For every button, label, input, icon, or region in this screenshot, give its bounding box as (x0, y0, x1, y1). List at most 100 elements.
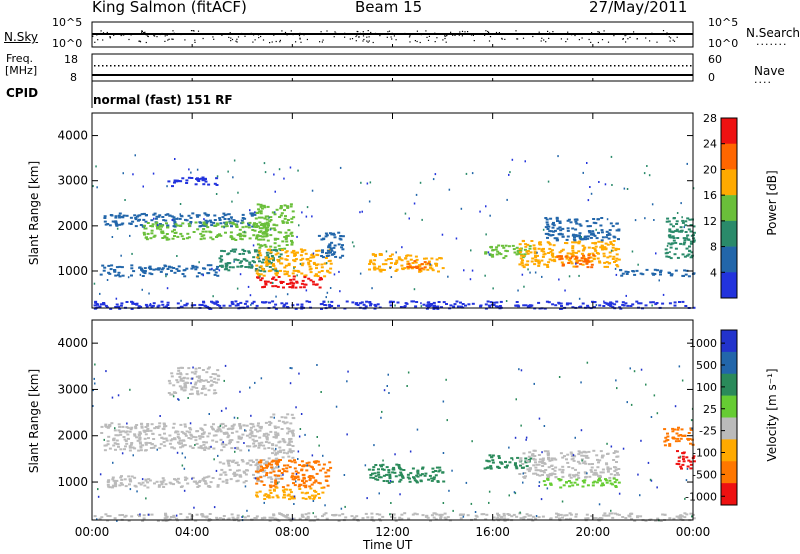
velocity-heatmap-cell (219, 473, 223, 476)
power-heatmap-cell (561, 235, 565, 238)
nave-point (458, 65, 460, 67)
velocity-heatmap-cell (156, 519, 160, 522)
velocity-heatmap-cell (236, 464, 240, 467)
velocity-heatmap-cell (605, 462, 608, 465)
power-heatmap-cell (548, 243, 552, 246)
velocity-speckle (191, 377, 193, 380)
power-heatmap-cell (439, 257, 443, 260)
velocity-heatmap-cell (386, 480, 389, 483)
power-heatmap-cell (332, 233, 336, 236)
power-heatmap-cell (504, 244, 508, 247)
velocity-heatmap-cell (321, 491, 325, 494)
power-heatmap-cell (547, 301, 551, 304)
x-axis-label: Time UT (363, 538, 413, 552)
power-heatmap-cell (263, 223, 267, 226)
power-heatmap-cell (427, 262, 431, 265)
power-heatmap-cell (374, 255, 377, 258)
power-heatmap-cell (160, 225, 163, 228)
velocity-heatmap-cell (542, 480, 546, 483)
power-heatmap-cell (320, 255, 324, 257)
velocity-speckle (525, 436, 528, 439)
power-heatmap-cell (322, 237, 326, 240)
velocity-heatmap-cell (114, 485, 118, 488)
velocity-heatmap-cell (301, 497, 305, 500)
velocity-speckle (222, 441, 224, 444)
velocity-speckle (192, 366, 194, 369)
power-speckle (92, 185, 94, 188)
nsearch-point (458, 34, 460, 36)
velocity-heatmap-cell (148, 442, 152, 444)
velocity-heatmap-cell (164, 520, 168, 522)
power-heatmap-cell (130, 308, 134, 310)
nsearch-point (143, 32, 145, 34)
power-heatmap-cell (484, 307, 488, 310)
power-speckle (231, 200, 233, 203)
power-heatmap-cell (518, 251, 522, 254)
power-heatmap-cell (111, 220, 115, 223)
velocity-heatmap-cell (113, 517, 117, 520)
velocity-heatmap-cell (264, 441, 268, 443)
velocity-heatmap-cell (200, 392, 204, 395)
nave-point (154, 65, 156, 67)
power-heatmap-cell (118, 265, 122, 268)
velocity-heatmap-cell (430, 477, 434, 480)
nave-point (442, 65, 444, 67)
nsearch-point (168, 38, 170, 40)
power-heatmap-cell (117, 274, 120, 277)
velocity-heatmap-cell (269, 430, 273, 433)
velocity-heatmap-cell (120, 475, 123, 478)
nsearch-point (322, 39, 324, 41)
power-heatmap-cell (528, 245, 532, 248)
velocity-heatmap-cell (489, 465, 493, 468)
nsearch-point (366, 36, 368, 38)
power-heatmap-cell (461, 303, 465, 305)
velocity-heatmap-cell (689, 460, 693, 463)
power-heatmap-cell (539, 243, 543, 246)
velocity-heatmap-cell (231, 427, 235, 430)
velocity-heatmap-cell (150, 443, 154, 446)
power-heatmap-cell (488, 306, 492, 309)
velocity-heatmap-cell (593, 469, 597, 472)
nave-point (310, 65, 312, 67)
velocity-heatmap-cell (185, 477, 189, 480)
velocity-heatmap-cell (419, 474, 423, 477)
velocity-speckle (399, 493, 401, 496)
velocity-speckle (514, 492, 517, 495)
nave-point (178, 65, 180, 67)
power-heatmap-cell (325, 234, 329, 237)
velocity-heatmap-cell (238, 424, 242, 427)
power-heatmap-cell (487, 304, 491, 307)
nsearch-point (574, 34, 576, 37)
velocity-heatmap-cell (388, 474, 392, 477)
velocity-heatmap-cell (554, 516, 558, 519)
velocity-heatmap-cell (578, 462, 582, 465)
power-heatmap-cell (594, 249, 598, 252)
power-heatmap-cell (193, 304, 197, 307)
velocity-heatmap-cell (541, 462, 545, 465)
velocity-heatmap-cell (534, 466, 538, 469)
power-heatmap-cell (653, 268, 657, 271)
velocity-heatmap-cell (276, 434, 280, 437)
power-heatmap-cell (254, 217, 258, 220)
velocity-heatmap-cell (680, 467, 683, 470)
velocity-heatmap-cell (215, 516, 219, 519)
power-heatmap-cell (592, 254, 596, 257)
velocity-heatmap-cell (680, 428, 684, 431)
velocity-heatmap-cell (196, 390, 200, 393)
velocity-heatmap-cell (288, 448, 292, 451)
velocity-heatmap-cell (296, 471, 300, 474)
power-speckle (578, 297, 581, 300)
power-heatmap-cell (293, 254, 297, 257)
power-heatmap-cell (617, 229, 621, 232)
power-heatmap-cell (251, 260, 255, 263)
velocity-heatmap-cell (459, 517, 463, 520)
power-heatmap-cell (307, 277, 311, 280)
power-heatmap-cell (315, 249, 319, 252)
velocity-heatmap-cell (679, 434, 683, 436)
velocity-heatmap-cell (256, 468, 260, 471)
velocity-heatmap-cell (163, 432, 166, 435)
power-ytick-label: 3000 (57, 174, 88, 188)
power-heatmap-cell (330, 241, 334, 244)
power-heatmap-cell (179, 225, 183, 227)
power-speckle (99, 292, 101, 295)
